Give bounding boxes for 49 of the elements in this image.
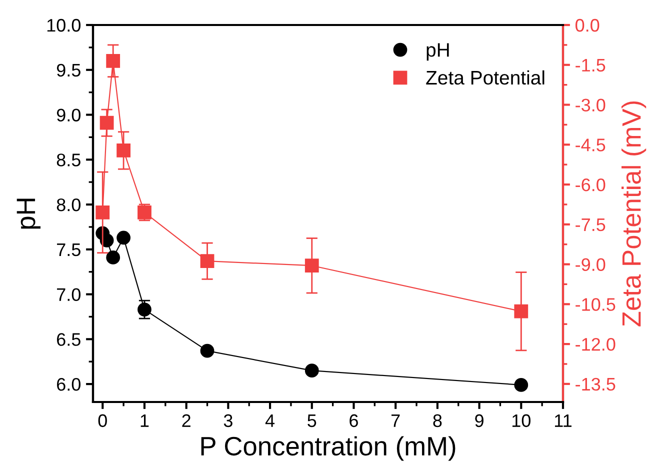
point [200,254,214,268]
point [106,250,120,264]
x-tick-label: 4 [265,414,275,427]
point [116,230,130,245]
y2-tick-label: -1.5 [576,59,606,72]
point [106,54,120,68]
point [200,344,214,358]
x-tick-label: 7 [391,414,400,427]
y2-axis-title: Zeta Potential (mV) [622,101,646,326]
y-tick-label: 8.0 [56,198,80,212]
point [138,302,152,316]
point [96,205,110,220]
y-tick-label: 8.5 [56,154,80,166]
y2-tick-label: -3.0 [576,98,606,112]
x-tick-label: 1 [140,414,149,427]
y-tick-label: 7.0 [57,288,80,302]
x-tick-label: 6 [350,414,358,428]
point [304,258,319,273]
legend-label: pH [426,43,449,61]
y2-tick-label: -13.5 [576,378,616,391]
y-axis-title: pH [16,198,40,229]
x-axis-title: P Concentration (mM) [201,436,456,461]
y-tick-label: 6.5 [57,333,80,346]
y2-tick-label: -9.0 [576,258,606,271]
y2-tick-label: -10.5 [576,298,616,311]
point [304,364,319,378]
y2-tick-label: -12.0 [576,338,616,351]
point [514,378,528,392]
y-tick-label: 9.0 [56,108,80,122]
y-tick-label: 10.0 [47,18,80,32]
y-tick-label: 9.5 [56,64,80,77]
x-tick-label: 8 [433,414,442,428]
legend-label: Zeta Potential [426,70,544,85]
point [100,116,114,130]
x-tick-label: 3 [224,414,232,428]
x-tick-label: 11 [555,414,572,427]
y2-tick-label: -4.5 [576,138,606,152]
y2-tick-label: -7.5 [576,218,606,232]
x-tick-label: 2 [182,414,190,427]
y-tick-label: 7.5 [57,244,80,256]
y2-tick-label: 0.0 [576,18,600,32]
y-tick-label: 6.0 [57,378,80,391]
y2-tick-label: -6.0 [576,178,606,192]
point [514,304,528,318]
x-tick-label: 5 [308,414,316,428]
point [116,144,130,158]
x-tick-label: 10 [512,414,530,428]
x-tick-label: 9 [475,414,484,428]
x-tick-label: 0 [98,414,107,428]
